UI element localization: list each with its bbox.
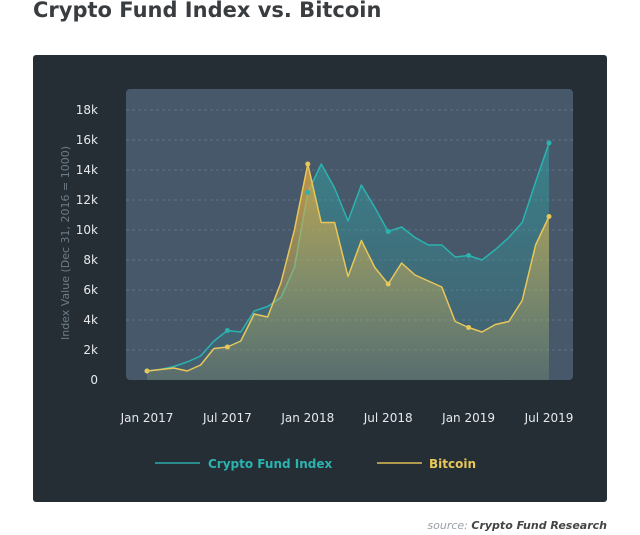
legend: Crypto Fund Index Bitcoin — [155, 457, 476, 471]
y-tick-label: 10k — [76, 223, 98, 237]
fund-line — [146, 142, 550, 372]
fund-point — [546, 140, 552, 146]
fund-point — [466, 253, 472, 258]
chart-title: Crypto Fund Index vs. Bitcoin — [33, 0, 382, 22]
bitcoin-point — [466, 325, 472, 330]
bitcoin-area — [147, 164, 549, 380]
bitcoin-line — [146, 163, 550, 372]
x-tick-label: Jan 2018 — [280, 411, 334, 425]
y-tick-label: 16k — [76, 133, 98, 147]
x-tick-label: Jul 2018 — [363, 411, 413, 425]
y-tick-label: 0 — [90, 373, 98, 387]
x-tick-label: Jan 2017 — [120, 411, 174, 425]
y-tick-label: 6k — [83, 283, 98, 297]
fund-point — [385, 229, 391, 234]
bitcoin-point — [144, 368, 150, 374]
source-label: source: — [427, 519, 468, 532]
bitcoin-point — [385, 281, 391, 287]
source-name: Crypto Fund Research — [471, 519, 607, 532]
y-tick-label: 12k — [76, 193, 98, 207]
x-tick-label: Jan 2019 — [441, 411, 495, 425]
y-tick-label: 4k — [83, 313, 98, 327]
source-credit: source: Crypto Fund Research — [427, 519, 607, 532]
fund-point — [224, 328, 230, 333]
bitcoin-point — [305, 161, 311, 167]
legend-label-fund: Crypto Fund Index — [208, 457, 332, 471]
bitcoin-point — [546, 214, 552, 219]
x-tick-label: Jul 2019 — [524, 411, 574, 425]
legend-label-bitcoin: Bitcoin — [429, 457, 476, 471]
y-axis-label: Index Value (Dec 31, 2016 = 1000) — [59, 146, 72, 340]
y-tick-label: 8k — [83, 253, 98, 267]
y-tick-label: 2k — [83, 343, 98, 357]
fund-point — [305, 190, 311, 195]
x-tick-label: Jul 2017 — [202, 411, 252, 425]
y-tick-label: 18k — [76, 103, 98, 117]
y-tick-label: 14k — [76, 163, 98, 177]
bitcoin-point — [224, 344, 230, 350]
